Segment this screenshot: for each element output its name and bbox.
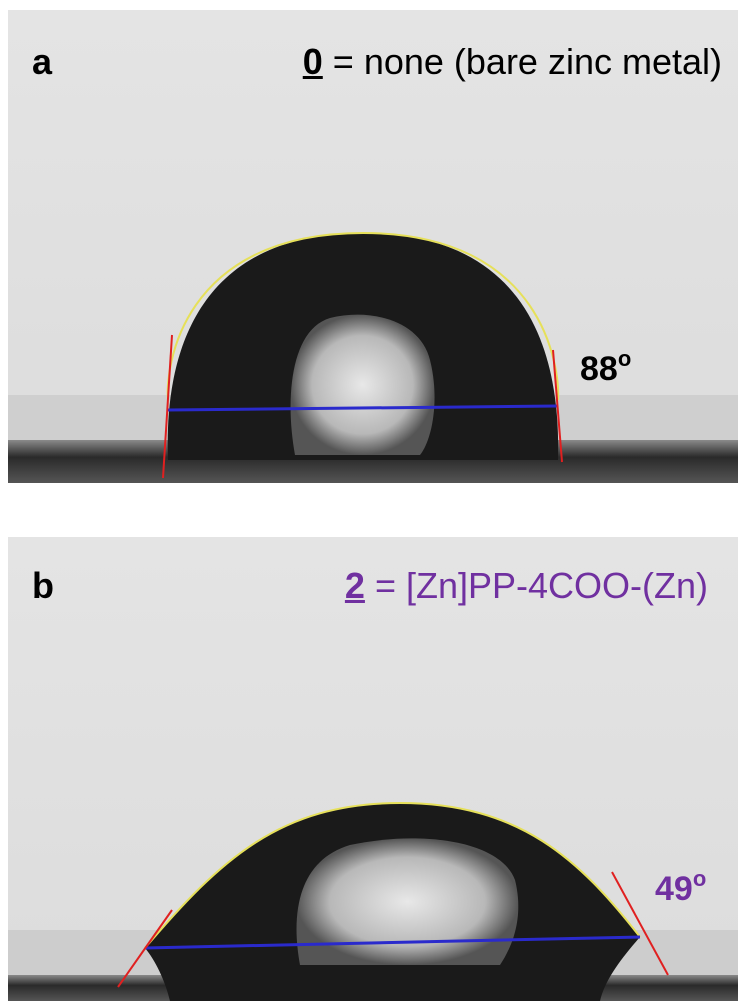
compound-number: 0 bbox=[303, 41, 323, 82]
panel-label: a bbox=[32, 44, 52, 80]
contact-angle: 49o bbox=[655, 872, 706, 906]
panel-caption: 2 = [Zn]PP-4COO-(Zn) bbox=[345, 568, 708, 604]
compound-name: = none (bare zinc metal) bbox=[333, 41, 722, 82]
panel-label: b bbox=[32, 568, 54, 604]
angle-unit: o bbox=[618, 346, 631, 371]
angle-unit: o bbox=[693, 866, 706, 891]
reflection bbox=[297, 838, 519, 965]
compound-name: = [Zn]PP-4COO-(Zn) bbox=[375, 565, 708, 606]
panel-caption: 0 = none (bare zinc metal) bbox=[303, 44, 722, 80]
reflection bbox=[291, 315, 435, 455]
angle-value: 88 bbox=[580, 350, 618, 388]
photos bbox=[0, 0, 738, 1001]
figure: a 0 = none (bare zinc metal) 88o b 2 = [… bbox=[0, 0, 738, 1001]
compound-number: 2 bbox=[345, 565, 365, 606]
photo-b bbox=[8, 537, 738, 1001]
angle-value: 49 bbox=[655, 870, 693, 908]
contact-angle: 88o bbox=[580, 352, 631, 386]
